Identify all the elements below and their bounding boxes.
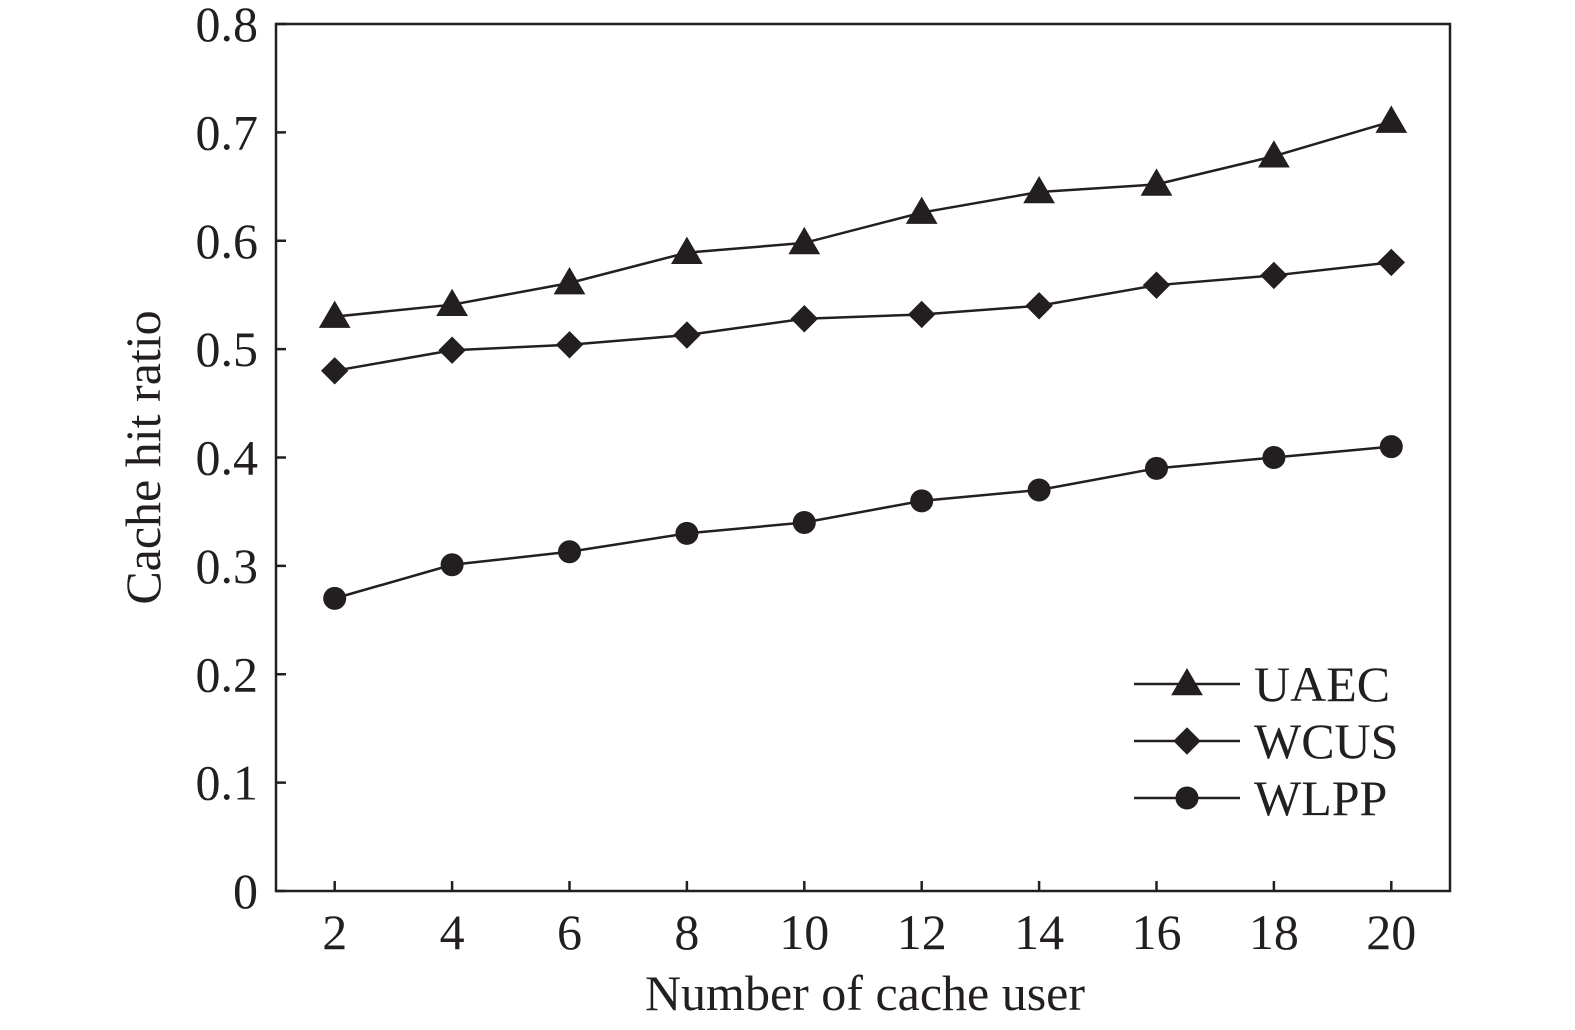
data-point-wcus [555,331,584,359]
data-point-wcus [1377,248,1406,277]
x-tick-label: 18 [1249,904,1299,960]
y-tick-label: 0.5 [196,321,259,377]
data-point-wlpp [1262,446,1286,469]
series-line-wcus [334,261,1392,373]
data-point-uaec [436,288,468,316]
data-point-uaec [318,300,351,328]
x-tick-label: 8 [674,904,699,960]
x-axis-label: Number of cache user [645,965,1085,1021]
y-tick-label: 0 [233,863,258,919]
data-point-wlpp [792,511,816,535]
legend-label-uaec: UAEC [1254,656,1390,712]
data-point-uaec [905,196,938,224]
series-lines [334,120,1392,600]
data-point-wlpp [1379,435,1403,459]
x-tick-label: 10 [779,904,829,960]
x-tick-label: 20 [1366,904,1416,960]
data-point-wlpp [675,521,699,545]
axes: 0 0.1 0.2 0.3 0.4 0.5 0.6 0.7 0.8 2 4 6 8 10 12 14 16 18 2… [196,0,1452,960]
x-tick-label: 16 [1132,904,1182,960]
x-tick-label: 2 [322,904,347,960]
legend-label-wcus: WCUS [1254,713,1398,769]
data-point-wcus [1260,261,1288,290]
data-point-uaec [1258,140,1290,168]
y-tick-label: 0.2 [196,646,259,702]
x-tick-label: 4 [440,904,465,960]
series-markers [318,105,1408,610]
data-point-uaec [1140,168,1173,196]
y-tick-label: 0.8 [196,0,259,52]
data-point-uaec [553,267,586,295]
y-tick-label: 0.3 [196,538,259,594]
data-point-wcus [673,321,701,349]
data-point-wcus [1142,271,1171,299]
y-tick-label: 0.7 [196,104,259,160]
data-point-uaec [671,236,703,264]
x-tick-label: 12 [897,904,947,960]
data-point-wcus [907,300,936,329]
legend-label-wlpp: WLPP [1254,770,1387,826]
data-point-wlpp [440,553,464,577]
y-axis-label: Cache hit ratio [115,310,171,604]
series-line-wlpp [334,445,1392,600]
series-line-uaec [334,120,1392,318]
data-point-uaec [1375,105,1408,133]
x-tick-label: 6 [557,904,582,960]
data-point-wcus [438,336,466,364]
data-point-wlpp [1145,456,1168,480]
legend-marker-wcus [1173,727,1201,755]
data-point-wcus [1025,292,1053,320]
data-point-wlpp [558,540,581,564]
data-point-wlpp [1027,478,1051,502]
legend-marker-wlpp [1175,786,1199,810]
x-tick-label: 14 [1014,904,1064,960]
data-point-uaec [788,226,821,255]
data-point-wlpp [323,586,347,610]
data-point-uaec [1023,175,1055,204]
y-tick-label: 0.1 [196,755,259,811]
data-point-wlpp [910,489,934,513]
data-point-wcus [320,357,349,385]
y-tick-label: 0.4 [196,430,259,486]
legend-marker-uaec [1171,668,1203,696]
y-tick-label: 0.6 [196,213,259,269]
data-point-wcus [790,305,819,333]
